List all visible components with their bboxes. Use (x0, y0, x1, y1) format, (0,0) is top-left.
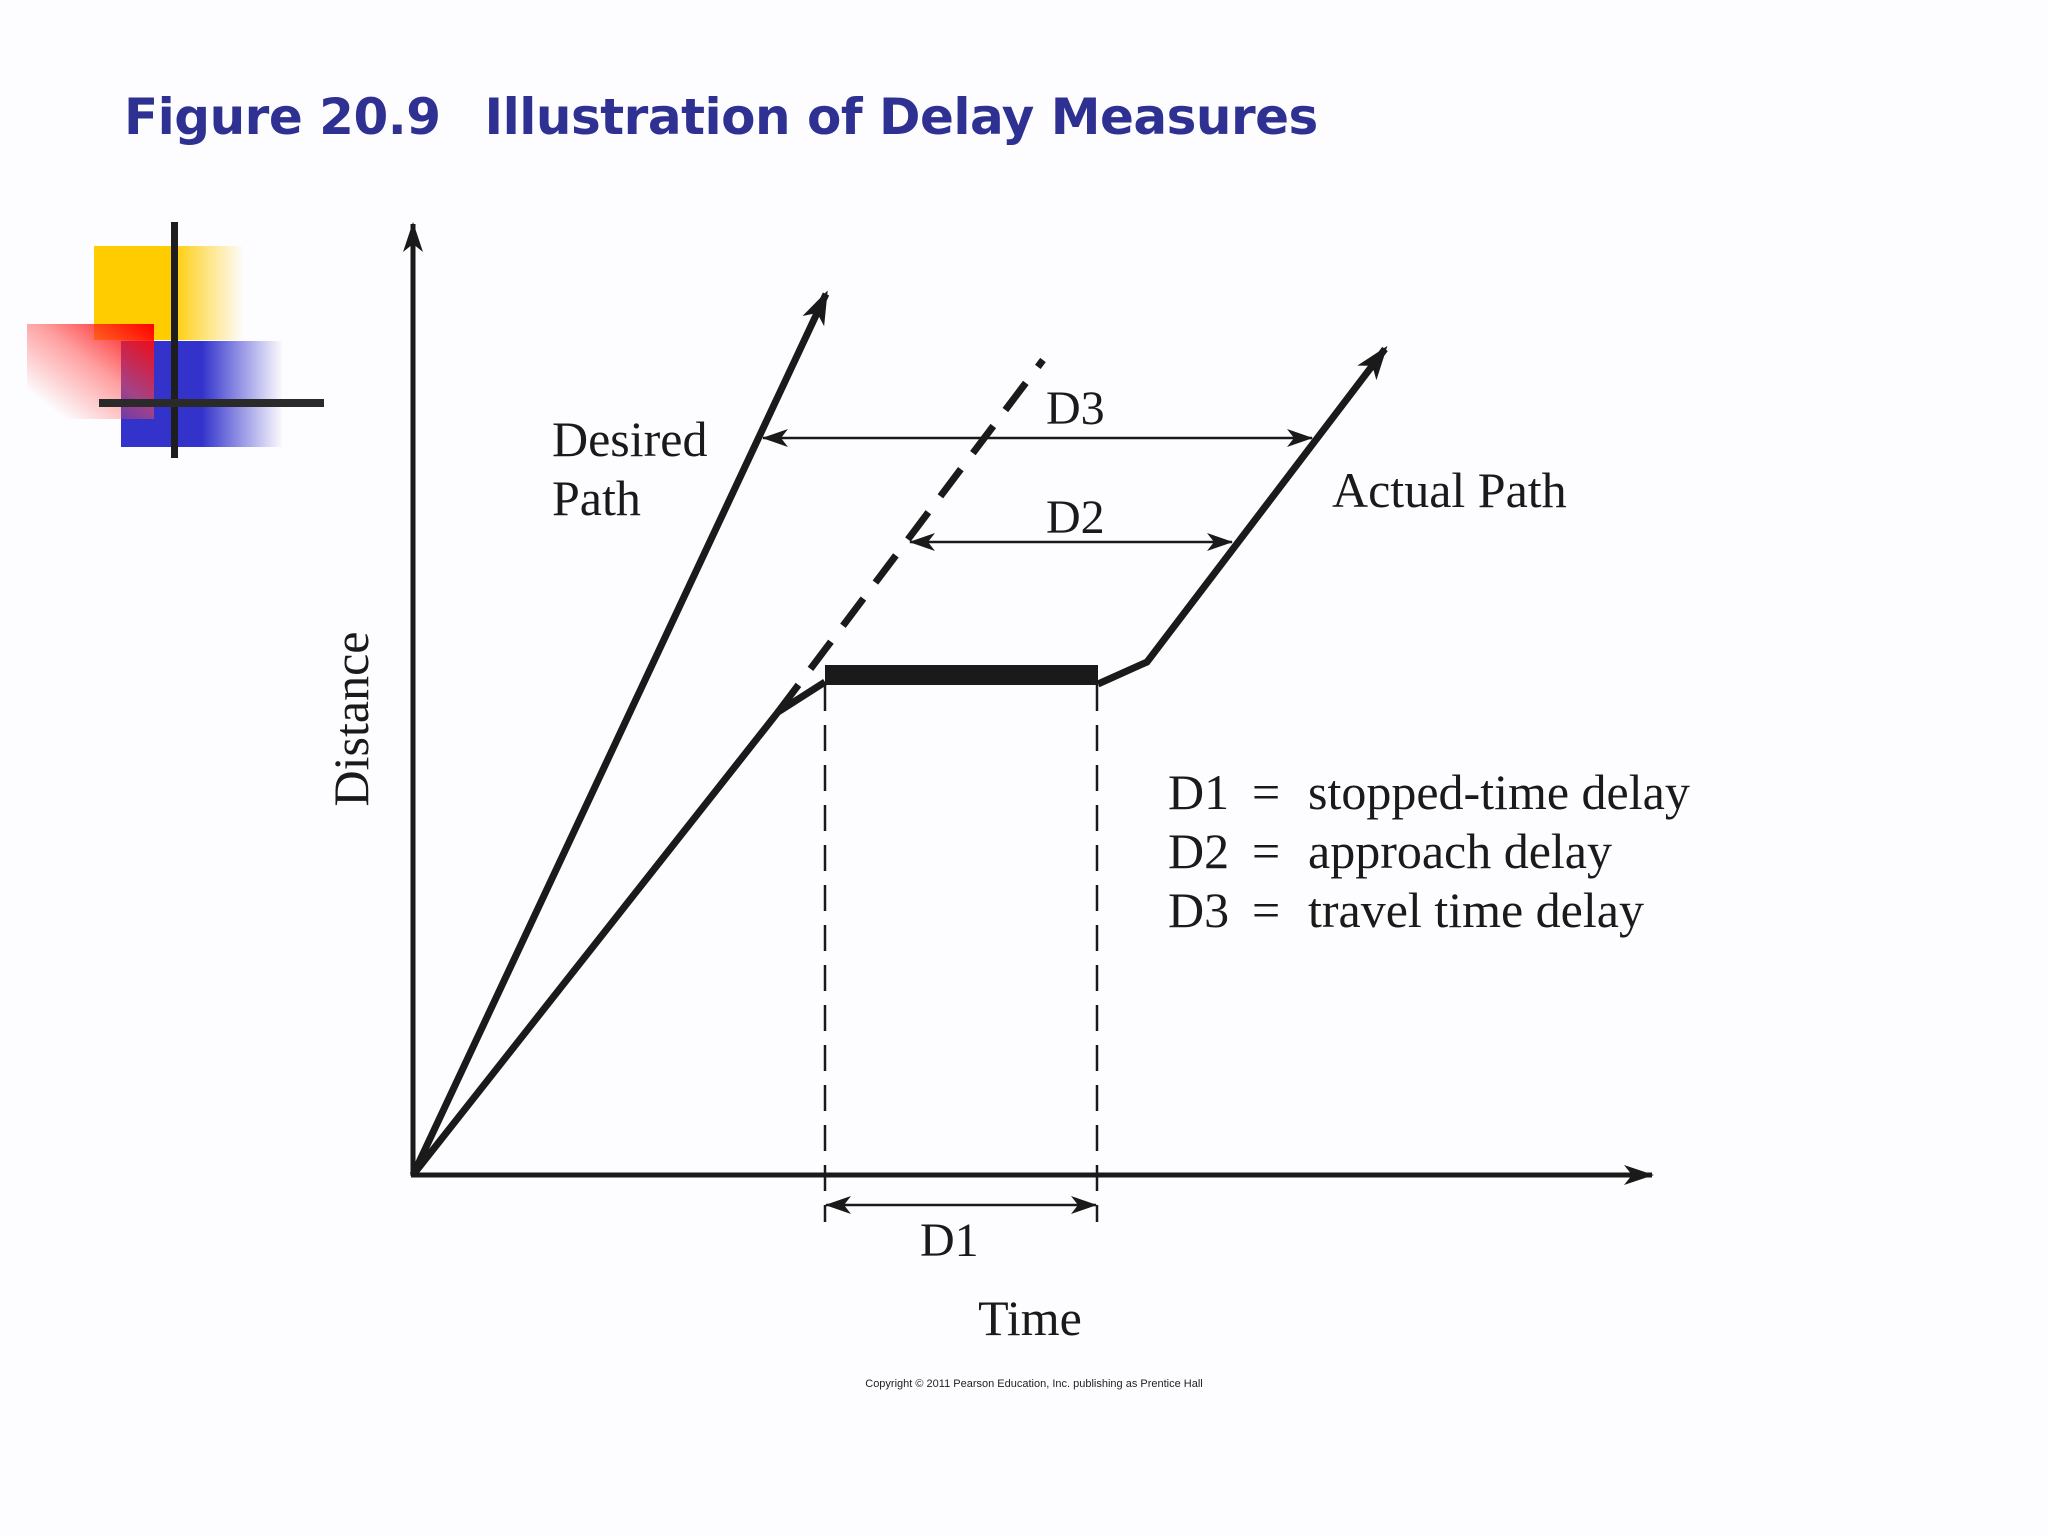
legend-item: D3 = travel time delay (1168, 882, 1644, 938)
copyright-notice: Copyright © 2011 Pearson Education, Inc.… (865, 1378, 1202, 1390)
legend-equals: = (1252, 764, 1280, 820)
d1-label: D1 (920, 1214, 979, 1267)
y-axis-label: Distance (323, 632, 379, 807)
legend-meaning: approach delay (1308, 823, 1612, 879)
desired-path-line (409, 290, 830, 1177)
legend-meaning: travel time delay (1308, 882, 1644, 938)
legend-meaning: stopped-time delay (1308, 764, 1690, 820)
page-title: Figure 20.9 Illustration of Delay Measure… (124, 92, 1318, 142)
legend-equals: = (1252, 823, 1280, 879)
legend-symbol: D2 (1168, 823, 1229, 879)
logo-horizontal-bar (99, 399, 324, 407)
decorative-squares-crosshair-icon (0, 0, 340, 470)
actual-path-label: Actual Path (1332, 462, 1567, 518)
figure-number: Figure 20.9 (124, 88, 441, 146)
legend-item: D2 = approach delay (1168, 823, 1612, 879)
legend-item: D1 = stopped-time delay (1168, 764, 1690, 820)
legend: D1 = stopped-time delay D2 = approach de… (1168, 764, 1690, 938)
projected-path-dashed (775, 357, 1046, 715)
logo-vertical-bar (171, 222, 178, 458)
x-axis-label: Time (978, 1290, 1082, 1346)
stop-guides (823, 685, 1099, 1222)
desired-path-label-line1: Desired (552, 411, 708, 467)
legend-equals: = (1252, 882, 1280, 938)
d2-label: D2 (1046, 491, 1105, 544)
d3-label: D3 (1046, 382, 1105, 435)
legend-symbol: D3 (1168, 882, 1229, 938)
legend-symbol: D1 (1168, 764, 1229, 820)
figure-caption: Illustration of Delay Measures (484, 88, 1319, 146)
stopped-segment (825, 665, 1098, 685)
desired-path-label-line2: Path (552, 470, 641, 526)
